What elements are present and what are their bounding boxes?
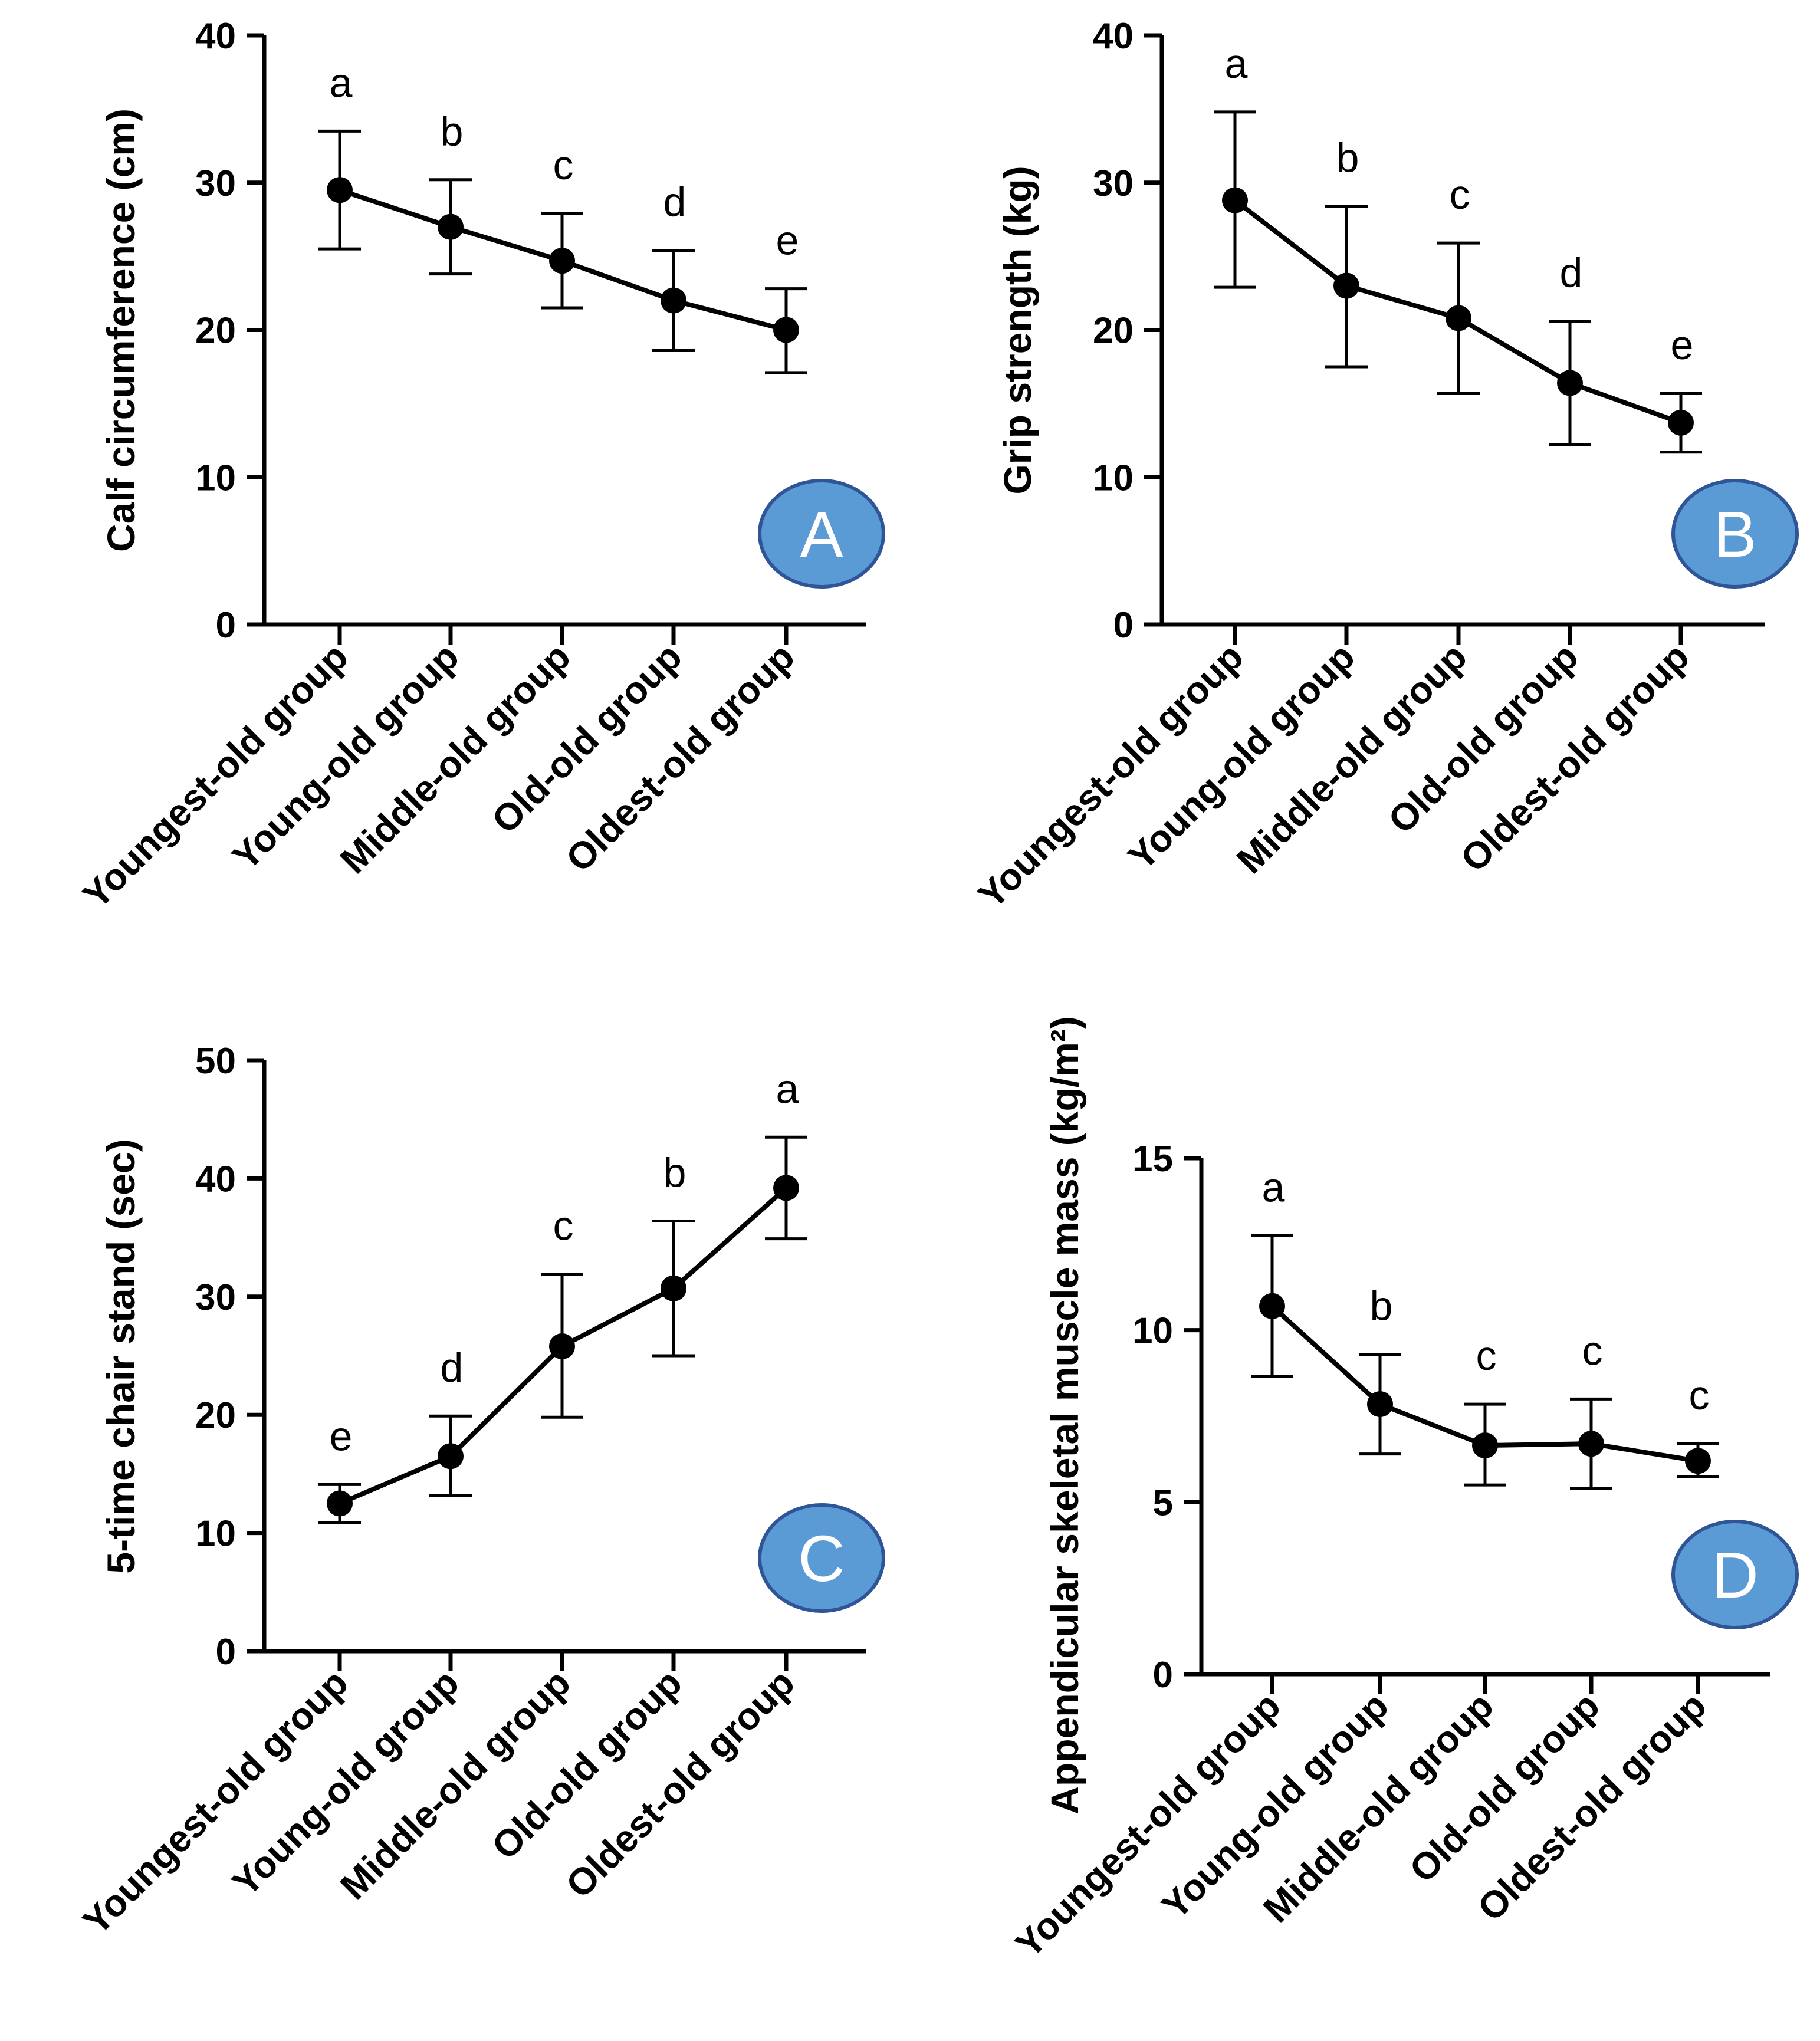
data-point: [549, 1333, 575, 1359]
y-tick-label: 15: [1132, 1139, 1173, 1179]
data-point: [661, 1275, 686, 1301]
data-point: [1367, 1391, 1393, 1418]
significance-label: b: [441, 109, 464, 155]
data-point: [1446, 305, 1471, 331]
significance-label: d: [1560, 250, 1583, 296]
significance-label: e: [1671, 322, 1694, 368]
panel-d: 0 5 10 15 Appendicular skeletal muscle mass …: [1007, 1016, 1799, 1966]
significance-label: d: [441, 1345, 464, 1391]
data-point: [1578, 1431, 1604, 1457]
y-tick-label: 30: [195, 163, 236, 204]
panel-letter: B: [1713, 498, 1756, 571]
y-axis-title: Appendicular skeletal muscle mass (kg/m²…: [1043, 1016, 1086, 1814]
data-point: [1472, 1432, 1498, 1459]
y-tick-label: 20: [1093, 311, 1134, 351]
data-point: [1259, 1293, 1285, 1319]
significance-label: c: [553, 1203, 574, 1249]
y-tick-label: 0: [216, 1632, 236, 1672]
y-tick-label: 10: [195, 458, 236, 498]
significance-label: c: [1450, 172, 1470, 218]
y-tick-label: 0: [1113, 605, 1134, 646]
significance-label: b: [1336, 135, 1359, 181]
data-point: [438, 213, 464, 240]
y-tick-label: 50: [195, 1041, 236, 1082]
panel-badge: [1671, 479, 1799, 589]
panel-badge: [758, 1503, 885, 1613]
panel-letter: D: [1711, 1539, 1758, 1612]
data-point: [1668, 409, 1694, 436]
y-tick-label: 20: [195, 1395, 236, 1436]
x-category-label: Old-old group: [484, 1661, 690, 1868]
data-point: [661, 287, 686, 314]
data-point: [327, 177, 353, 203]
data-point: [1557, 370, 1583, 396]
data-point: [1685, 1448, 1711, 1474]
y-tick-label: 0: [1153, 1655, 1173, 1695]
y-tick-label: 30: [1093, 163, 1134, 204]
data-point: [549, 248, 575, 274]
x-category-label: Old-old group: [484, 635, 690, 842]
significance-label: b: [1370, 1283, 1393, 1329]
panel-badge: [1671, 1520, 1799, 1629]
y-tick-label: 40: [195, 1159, 236, 1199]
panel-letter: A: [800, 498, 843, 571]
y-tick-label: 10: [1132, 1311, 1173, 1352]
significance-label: a: [330, 60, 353, 106]
y-tick-label: 10: [195, 1514, 236, 1554]
x-category-label: Old-old group: [1401, 1684, 1608, 1891]
significance-label: c: [1476, 1333, 1497, 1379]
y-tick-label: 30: [195, 1277, 236, 1318]
data-point: [438, 1443, 464, 1470]
significance-label: a: [1225, 41, 1248, 87]
x-category-label: Old-old group: [1380, 635, 1586, 842]
data-point: [773, 317, 799, 343]
y-tick-label: 40: [195, 16, 236, 57]
significance-label: a: [776, 1066, 799, 1112]
significance-label: e: [776, 218, 799, 264]
data-point: [1333, 272, 1359, 299]
significance-label: e: [330, 1413, 353, 1459]
y-tick-label: 5: [1153, 1483, 1173, 1523]
data-point: [1222, 187, 1248, 213]
y-axis-title: Calf circumference (cm): [99, 109, 143, 552]
significance-label: c: [553, 142, 574, 188]
significance-label: b: [663, 1150, 686, 1196]
y-tick-label: 40: [1093, 16, 1134, 57]
significance-label: d: [663, 179, 686, 225]
significance-label: c: [1582, 1327, 1603, 1373]
y-axis-title: Grip strength (kg): [996, 166, 1039, 494]
panel-letter: C: [798, 1523, 845, 1595]
data-point: [773, 1175, 799, 1201]
significance-label: a: [1262, 1164, 1285, 1210]
y-tick-label: 0: [216, 605, 236, 646]
significance-label: c: [1689, 1372, 1710, 1418]
panel-badge: [758, 479, 885, 589]
y-tick-label: 10: [1093, 458, 1134, 498]
y-axis-title: 5-time chair stand (sec): [99, 1139, 143, 1573]
data-point: [327, 1490, 353, 1517]
y-tick-label: 20: [195, 311, 236, 351]
